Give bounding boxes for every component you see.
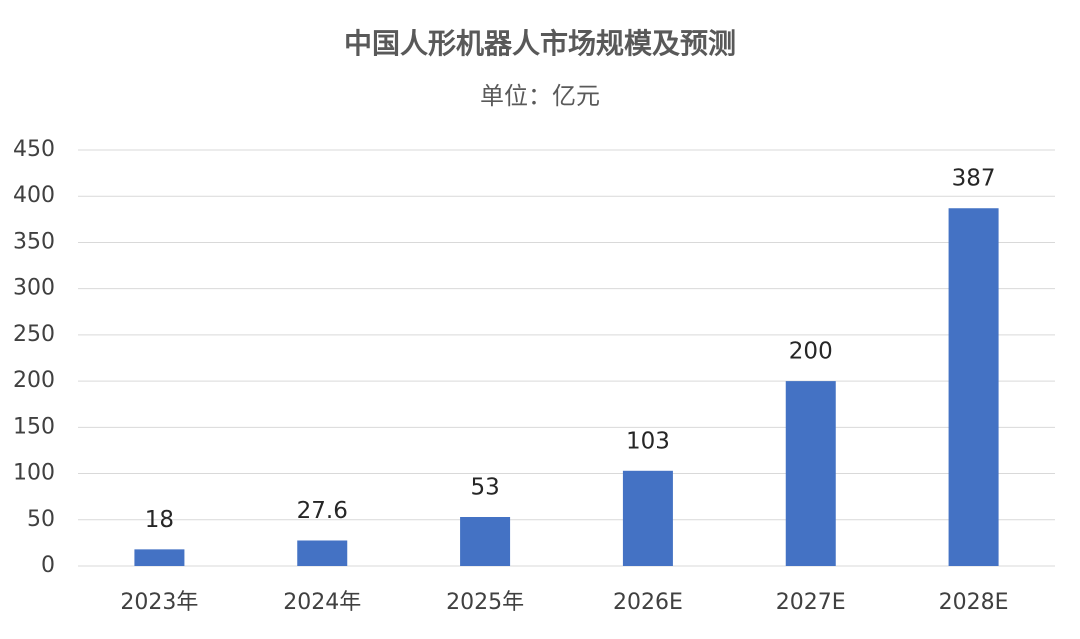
x-tick-label: 2026E	[613, 590, 683, 615]
y-tick-label: 50	[27, 507, 55, 532]
bar	[785, 381, 836, 566]
y-tick-label: 150	[13, 414, 55, 439]
bar	[134, 549, 185, 566]
y-tick-label: 250	[13, 322, 55, 347]
data-label: 53	[470, 475, 499, 501]
bar	[297, 540, 348, 566]
x-tick-label: 2025年	[446, 590, 524, 615]
bar	[622, 470, 673, 566]
x-tick-label: 2027E	[776, 590, 846, 615]
data-label: 200	[789, 339, 833, 365]
y-tick-label: 450	[13, 137, 55, 162]
chart-subtitle: 单位：亿元	[480, 82, 600, 110]
y-tick-label: 300	[13, 276, 55, 301]
y-tick-label: 0	[41, 553, 55, 578]
chart-title: 中国人形机器人市场规模及预测	[344, 27, 736, 60]
y-tick-label: 100	[13, 461, 55, 486]
data-label: 27.6	[297, 498, 348, 524]
y-tick-label: 400	[13, 183, 55, 208]
bar	[460, 517, 511, 566]
x-tick-label: 2028E	[939, 590, 1009, 615]
y-tick-label: 350	[13, 229, 55, 254]
x-tick-label: 2023年	[120, 590, 198, 615]
data-label: 387	[952, 166, 996, 192]
data-label: 18	[145, 507, 174, 533]
data-label: 103	[626, 428, 670, 454]
bar	[948, 208, 999, 567]
x-tick-label: 2024年	[283, 590, 361, 615]
y-tick-label: 200	[13, 368, 55, 393]
